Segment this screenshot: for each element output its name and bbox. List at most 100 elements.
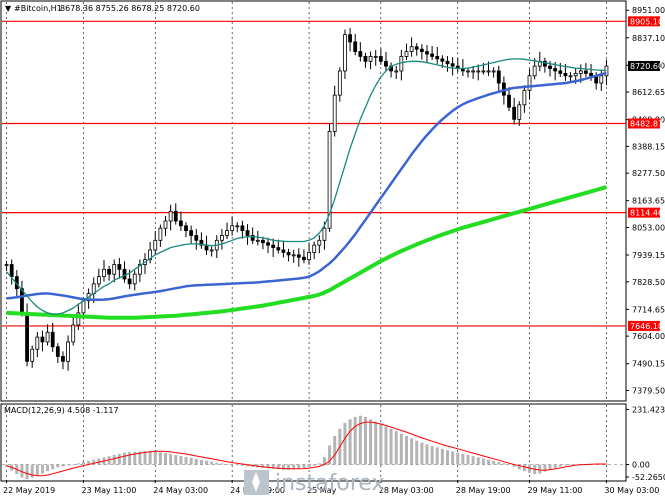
macd-bar xyxy=(205,460,209,465)
candle-body xyxy=(312,244,317,253)
macd-bar xyxy=(107,456,111,465)
candle-body xyxy=(117,264,122,270)
macd-bar xyxy=(358,415,362,465)
candle-body xyxy=(286,252,291,256)
macd-bar xyxy=(92,459,96,465)
candle-body xyxy=(276,247,281,251)
macd-bar xyxy=(343,422,347,465)
macd-bar xyxy=(71,464,75,466)
candle-body xyxy=(568,75,573,78)
ma-slow-line xyxy=(6,185,607,320)
macd-bar xyxy=(369,419,373,465)
macd-bar xyxy=(307,464,311,467)
candle-body xyxy=(563,72,568,77)
level-label-box xyxy=(628,207,660,218)
candle-body xyxy=(61,356,65,362)
candle-body xyxy=(512,106,517,120)
y-tick-label: 8837.10 xyxy=(632,34,665,43)
candle-body xyxy=(66,341,70,362)
candle-body xyxy=(409,46,414,52)
candle-body xyxy=(189,230,194,236)
macd-bar xyxy=(194,458,198,465)
macd-bar xyxy=(271,464,275,469)
macd-bar xyxy=(456,452,460,465)
macd-bar xyxy=(558,464,562,467)
candle-body xyxy=(55,346,60,357)
macd-bar xyxy=(76,463,80,465)
level-label-text: 8114.46 xyxy=(630,209,663,218)
macd-bar xyxy=(451,451,455,465)
macd-bar xyxy=(404,435,408,465)
candle-body xyxy=(414,46,419,50)
macd-bar xyxy=(538,464,542,474)
candle-body xyxy=(363,56,368,62)
candle-body xyxy=(496,70,501,84)
candle-body xyxy=(589,72,593,77)
macd-bar xyxy=(225,464,229,465)
candlesticks xyxy=(4,28,609,371)
macd-bar xyxy=(333,435,337,465)
y-tick-label: 8388.15 xyxy=(632,142,665,151)
candle-body xyxy=(266,242,270,246)
macd-bar xyxy=(502,463,506,465)
moving-averages xyxy=(6,58,607,320)
macd-bar xyxy=(25,464,29,480)
candle-body xyxy=(137,264,142,275)
macd-bar xyxy=(297,464,301,469)
macd-bar xyxy=(117,453,121,465)
macd-bar xyxy=(266,464,270,469)
candle-body xyxy=(209,249,214,252)
macd-bar xyxy=(522,464,526,472)
candle-body xyxy=(240,225,245,232)
macd-bar xyxy=(56,464,60,468)
candle-body xyxy=(394,70,399,73)
candle-body xyxy=(507,94,511,108)
price-marker-text: 8720.60 xyxy=(630,62,663,71)
macd-bar xyxy=(348,419,352,465)
level-label-text: 8905.10 xyxy=(630,17,663,26)
macd-bar xyxy=(112,455,116,465)
macd-bar xyxy=(240,464,244,466)
watermark-text: instaforex xyxy=(275,471,385,496)
level-label-text: 7646.10 xyxy=(630,322,663,331)
candle-body xyxy=(76,312,81,326)
macd-bar xyxy=(379,424,383,465)
candle-body xyxy=(81,300,86,314)
macd-bar xyxy=(415,440,419,465)
candle-body xyxy=(399,56,404,72)
y-tick-label: 7714.65 xyxy=(632,305,665,314)
candle-body xyxy=(127,278,132,285)
macd-bar xyxy=(312,464,316,466)
candle-body xyxy=(445,60,450,65)
candle-body xyxy=(404,51,409,57)
macd-bar xyxy=(435,447,439,465)
candle-body xyxy=(173,210,178,222)
candle-body xyxy=(184,225,188,232)
ma-medium-line xyxy=(6,71,607,302)
macd-bar xyxy=(87,460,91,465)
indicator-plot-frame xyxy=(0,403,627,482)
candle-body xyxy=(317,239,322,246)
macd-bar xyxy=(133,451,137,465)
candle-body xyxy=(25,312,29,362)
x-tick-label: 25 May xyxy=(307,486,337,495)
y-tick-label: 8612.65 xyxy=(632,88,665,97)
macd-bar xyxy=(122,452,126,465)
candle-body xyxy=(491,70,496,73)
macd-bar xyxy=(81,462,85,465)
candle-body xyxy=(527,75,532,91)
x-tick-label: 23 May 11:00 xyxy=(81,486,136,495)
y-tick-label: 7828.50 xyxy=(632,278,665,287)
macd-bar xyxy=(51,464,55,470)
macd-bar xyxy=(384,426,388,465)
macd-bar xyxy=(410,438,414,465)
macd-bar xyxy=(471,456,475,465)
symbol-dropdown-icon[interactable]: ▼ xyxy=(5,4,12,13)
candle-body xyxy=(548,65,552,69)
macd-bar xyxy=(97,458,101,465)
candle-body xyxy=(71,324,76,343)
candle-body xyxy=(348,34,352,43)
candle-body xyxy=(45,331,50,343)
candle-body xyxy=(250,235,255,241)
